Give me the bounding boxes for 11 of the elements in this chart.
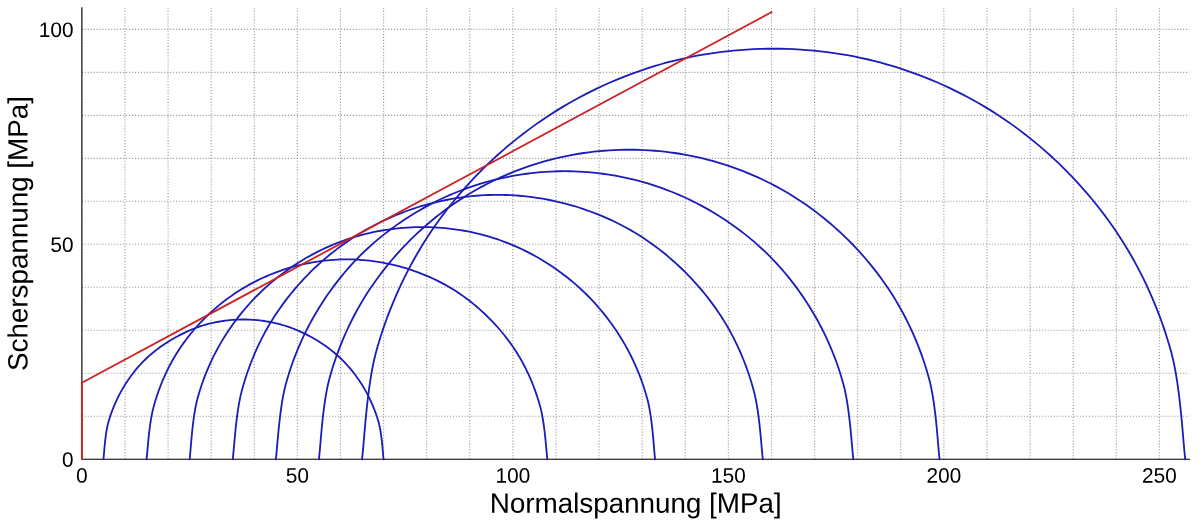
x-tick-label: 100 bbox=[497, 468, 530, 483]
y-tick-label: 0 bbox=[62, 452, 73, 467]
y-axis-title: Scherspannung [MPa] bbox=[7, 98, 34, 370]
y-tick-label: 50 bbox=[51, 237, 73, 253]
x-tick-label: 250 bbox=[1143, 468, 1176, 483]
x-tick-label: 0 bbox=[76, 468, 87, 483]
x-axis-title: Normalspannung [MPa] bbox=[492, 492, 780, 519]
y-tick-label: 100 bbox=[40, 22, 73, 38]
x-tick-label: 150 bbox=[712, 468, 745, 483]
x-tick-label: 50 bbox=[286, 468, 309, 483]
x-tick-label: 200 bbox=[927, 468, 961, 483]
